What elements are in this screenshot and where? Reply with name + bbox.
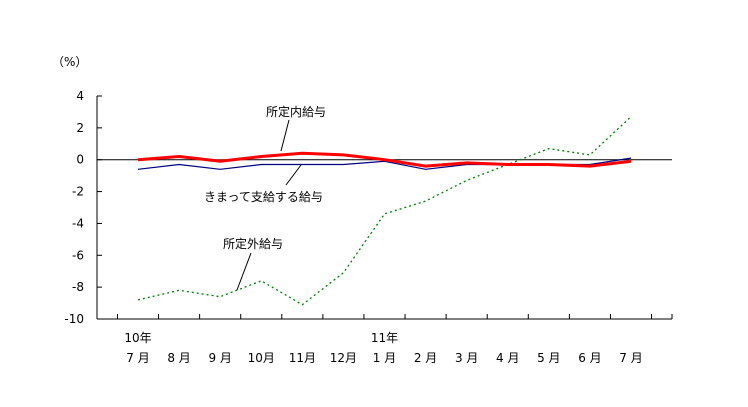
axes	[96, 95, 673, 320]
y-tick-labels: 4 2 0 -2 -4 -6 -8 -10	[64, 89, 84, 326]
annotation-leader-line	[280, 119, 290, 152]
series-lines	[137, 116, 632, 306]
x-tick-label: 3 月	[455, 351, 478, 365]
x-tick-label: 12月	[330, 351, 357, 365]
x-tick-label: 6 月	[578, 351, 601, 365]
x-tick-label: 8 月	[167, 351, 190, 365]
y-tick-label: -8	[72, 280, 84, 294]
annotation-label: 所定内給与	[266, 104, 326, 119]
x-tick-label: 7 月	[126, 351, 149, 365]
x-tick-label: 4 月	[496, 351, 519, 365]
x-tick-label: 2 月	[414, 351, 437, 365]
y-axis-unit-label: （%）	[52, 55, 87, 69]
x-tick-label: 1 月	[373, 351, 396, 365]
y-tick-label: 0	[76, 153, 84, 167]
y-tick-label: 2	[76, 121, 84, 135]
series-line	[137, 151, 632, 168]
annotation-leader-line	[236, 252, 252, 291]
annotation-label: きまって支給する給与	[204, 190, 323, 204]
y-tick-label: -4	[72, 216, 84, 230]
x-tick-label: 10月	[248, 351, 275, 365]
x-tick-label: 7 月	[619, 351, 642, 365]
x-tick-label: 11月	[289, 351, 316, 365]
annotation-label: 所定外給与	[223, 236, 283, 251]
x-tick-label: 5 月	[537, 351, 560, 365]
x-year-label: 11年	[371, 331, 398, 345]
x-tick-label: 9 月	[208, 351, 231, 365]
y-tick-label: 4	[76, 89, 84, 103]
y-tick-label: -10	[64, 312, 84, 326]
annotation-leader-line	[285, 164, 302, 186]
x-tick-labels: 7 月 8 月 9 月 10月 11月 12月 1 月 2 月 3 月 4 月 5 月 6 月 7 月 1…	[124, 331, 642, 365]
y-tick-label: -6	[72, 248, 84, 262]
y-tick-label: -2	[72, 185, 84, 199]
series-line	[137, 116, 632, 306]
x-year-label: 10年	[124, 331, 151, 345]
